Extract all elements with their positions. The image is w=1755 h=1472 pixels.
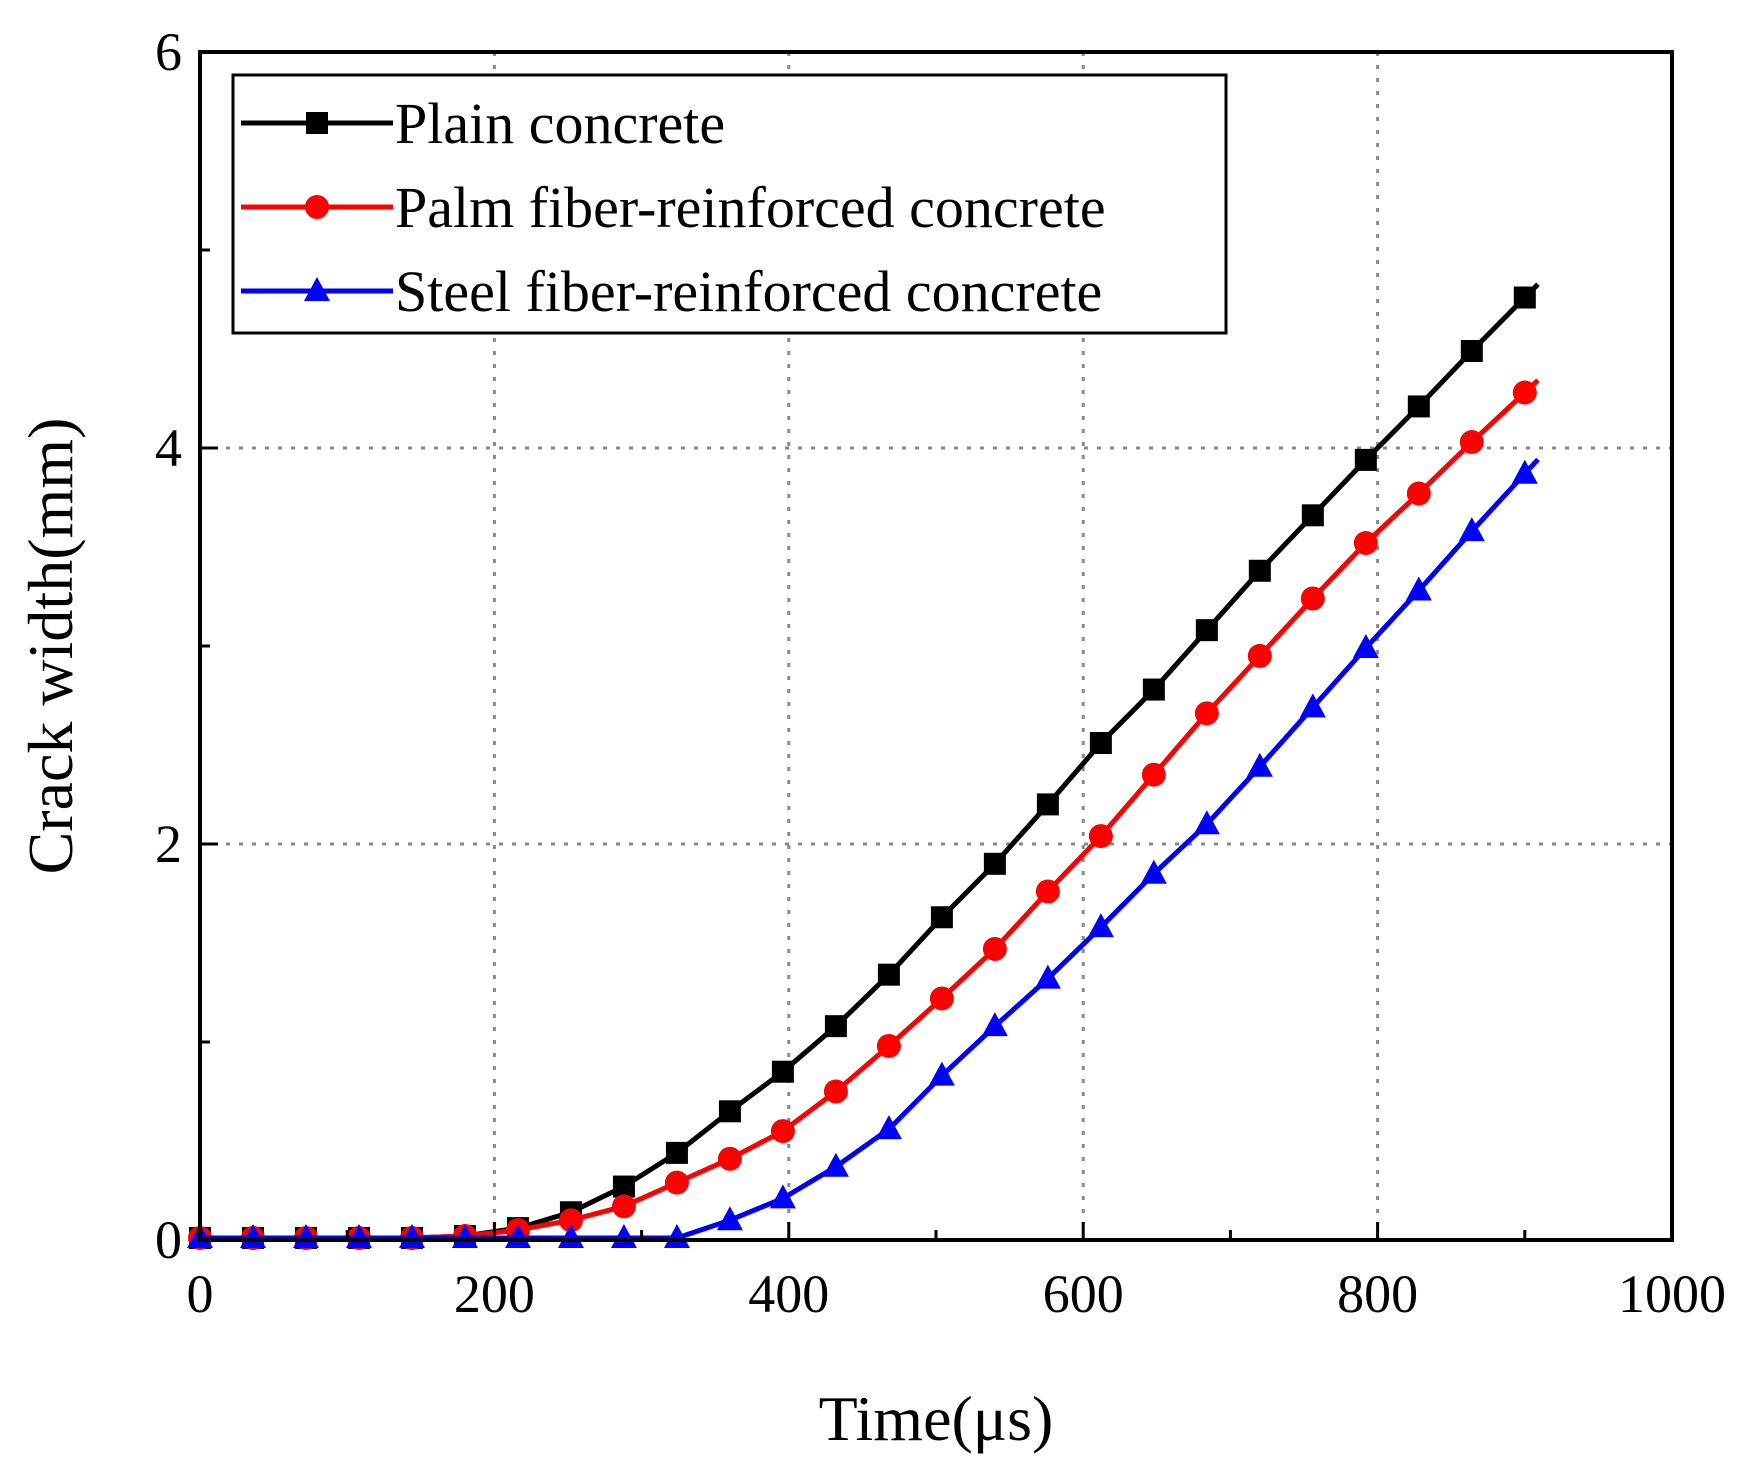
y-tick-label: 6 (155, 22, 182, 82)
x-tick-label: 800 (1337, 1264, 1418, 1324)
data-point (664, 1170, 689, 1195)
data-point (1458, 517, 1485, 542)
data-point (983, 852, 1006, 875)
x-tick-label: 1000 (1618, 1264, 1726, 1324)
legend-label: Palm fiber-reinforced concrete (395, 175, 1106, 240)
legend-box (231, 73, 1228, 335)
x-tick-label: 200 (454, 1264, 535, 1324)
legend-label: Plain concrete (395, 91, 725, 156)
x-tick-label: 600 (1043, 1264, 1124, 1324)
data-point (875, 1115, 902, 1140)
series-2 (188, 378, 1540, 1251)
data-point (612, 1175, 635, 1198)
axis-ticks: 0 200 400 600 800 1000 0 2 4 6 (155, 22, 1726, 1324)
y-tick-label: 0 (155, 1210, 182, 1270)
data-point (1089, 732, 1112, 755)
data-point (1248, 559, 1271, 582)
data-point (823, 1079, 848, 1104)
x-axis-title: Time(μs) (819, 1383, 1054, 1454)
data-point (611, 1194, 636, 1219)
data-point (1511, 459, 1538, 484)
data-point (1459, 430, 1484, 455)
data-point (1406, 481, 1431, 506)
data-point (1407, 395, 1430, 418)
legend-marker (306, 112, 328, 134)
data-point (292, 1224, 319, 1249)
legend: Plain concrete Palm fiber-reinforced conc… (231, 73, 1228, 335)
y-axis-title: Crack width(mm) (15, 418, 86, 875)
data-point (398, 1224, 425, 1249)
data-point (1140, 859, 1167, 884)
legend-marker (304, 277, 330, 301)
data-point (557, 1224, 584, 1249)
data-point (1299, 693, 1326, 718)
data-point (929, 986, 954, 1011)
data-point (1353, 531, 1378, 556)
data-point (451, 1224, 478, 1249)
legend-item: Plain concrete (241, 91, 725, 156)
data-point (1354, 448, 1377, 471)
data-point (665, 1141, 688, 1164)
data-point (1088, 824, 1113, 849)
data-point (1087, 913, 1114, 938)
data-point (1513, 286, 1536, 309)
data-point (982, 936, 1007, 961)
data-point (663, 1224, 690, 1249)
data-point (1246, 752, 1273, 777)
legend-item: Palm fiber-reinforced concrete (241, 175, 1106, 240)
data-point (1512, 380, 1537, 405)
data-point (1247, 643, 1272, 668)
data-point (771, 1060, 794, 1083)
data-point (610, 1224, 637, 1249)
data-point (1195, 619, 1218, 642)
data-point (822, 1152, 849, 1177)
data-point (718, 1100, 741, 1123)
legend-marker (305, 195, 329, 219)
data-point (1300, 586, 1325, 611)
data-point (769, 1184, 796, 1209)
data-point (1301, 504, 1324, 527)
data-point (1460, 339, 1483, 362)
x-tick-label: 0 (187, 1264, 214, 1324)
data-point (930, 906, 953, 929)
data-point (239, 1224, 266, 1249)
data-point (981, 1012, 1008, 1037)
data-point (1034, 964, 1061, 989)
data-point (928, 1061, 955, 1086)
y-tick-label: 4 (155, 418, 182, 478)
data-point (1141, 762, 1166, 787)
data-point (504, 1224, 531, 1249)
data-point (1352, 633, 1379, 658)
legend-label: Steel fiber-reinforced concrete (395, 259, 1102, 324)
data-point (1142, 678, 1165, 701)
data-point (1194, 701, 1219, 726)
data-point (345, 1224, 372, 1249)
x-tick-label: 400 (748, 1264, 829, 1324)
data-point (1405, 576, 1432, 601)
data-point (877, 963, 900, 986)
data-point (716, 1206, 743, 1231)
data-point (1193, 810, 1220, 835)
data-point (824, 1015, 847, 1038)
data-point (876, 1033, 901, 1058)
data-point (770, 1119, 795, 1144)
data-point (717, 1146, 742, 1171)
data-point (558, 1208, 583, 1233)
legend-item: Steel fiber-reinforced concrete (241, 259, 1102, 324)
y-tick-label: 2 (155, 814, 182, 874)
data-point (1036, 793, 1059, 816)
data-point (1035, 879, 1060, 904)
